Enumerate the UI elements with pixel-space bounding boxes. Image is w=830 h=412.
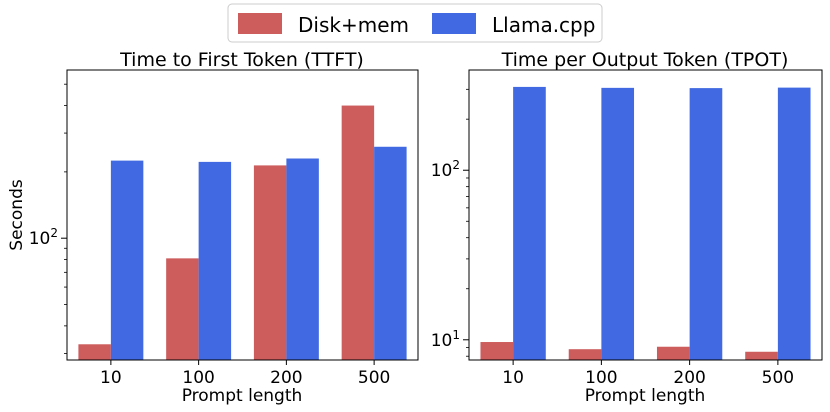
ttft-x-axis-label: Prompt length xyxy=(182,386,303,406)
ttft-x-tick-label: 10 xyxy=(100,368,122,388)
legend: Disk+mem Llama.cpp xyxy=(227,3,603,43)
ttft-y-tick-label: 102 xyxy=(29,226,58,249)
tpot-axes-frame xyxy=(468,69,823,361)
ttft-x-tick-label: 500 xyxy=(358,368,390,388)
legend-label-disk-mem: Disk+mem xyxy=(298,13,409,37)
ttft-bar-disk-mem-100 xyxy=(166,258,199,360)
ttft-bar-disk-mem-500 xyxy=(341,105,375,360)
tpot-y-tick-label: 101 xyxy=(431,328,460,351)
tpot-x-tick-label: 10 xyxy=(502,368,524,388)
tpot-x-axis-label: Prompt length xyxy=(585,386,706,406)
tpot-bar-llama-cpp-500 xyxy=(777,87,811,361)
tpot-chart: Time per Output Token (TPOT) Prompt leng… xyxy=(431,49,823,406)
ttft-axes-frame xyxy=(66,69,419,361)
tpot-bar-disk-mem-200 xyxy=(656,346,690,360)
ttft-plot-area: 10 100 200 500 102 xyxy=(29,69,419,388)
tpot-bar-disk-mem-10 xyxy=(480,342,514,360)
ttft-bar-llama-cpp-10 xyxy=(110,160,144,360)
tpot-plot-area: 10 100 200 500 101 102 xyxy=(431,69,823,388)
tpot-x-tick-label: 500 xyxy=(762,368,794,388)
tpot-y-tick-label: 102 xyxy=(431,158,460,181)
legend-swatch-llama-cpp xyxy=(432,13,476,34)
ttft-y-axis-label: Seconds xyxy=(7,179,27,251)
tpot-bar-disk-mem-500 xyxy=(745,351,778,360)
tpot-x-tick-label: 200 xyxy=(673,368,705,388)
tpot-bar-disk-mem-100 xyxy=(568,349,602,360)
tpot-bar-llama-cpp-200 xyxy=(689,88,723,360)
ttft-bar-llama-cpp-200 xyxy=(286,158,319,360)
ttft-bar-llama-cpp-100 xyxy=(198,161,232,360)
legend-frame xyxy=(227,3,603,43)
tpot-bar-llama-cpp-100 xyxy=(601,87,635,361)
tpot-x-tick-label: 100 xyxy=(585,368,617,388)
ttft-bar-disk-mem-10 xyxy=(78,344,111,360)
ttft-bar-llama-cpp-500 xyxy=(374,146,407,360)
ttft-x-tick-label: 100 xyxy=(182,368,214,388)
tpot-bar-llama-cpp-10 xyxy=(513,86,546,360)
tpot-chart-title: Time per Output Token (TPOT) xyxy=(501,49,789,71)
ttft-x-tick-label: 200 xyxy=(270,368,302,388)
legend-swatch-disk-mem xyxy=(238,13,282,34)
legend-label-llama-cpp: Llama.cpp xyxy=(492,13,595,37)
ttft-chart-title: Time to First Token (TTFT) xyxy=(119,49,364,71)
ttft-chart: Time to First Token (TTFT) Seconds Promp… xyxy=(7,49,419,406)
ttft-bar-disk-mem-200 xyxy=(253,165,287,360)
